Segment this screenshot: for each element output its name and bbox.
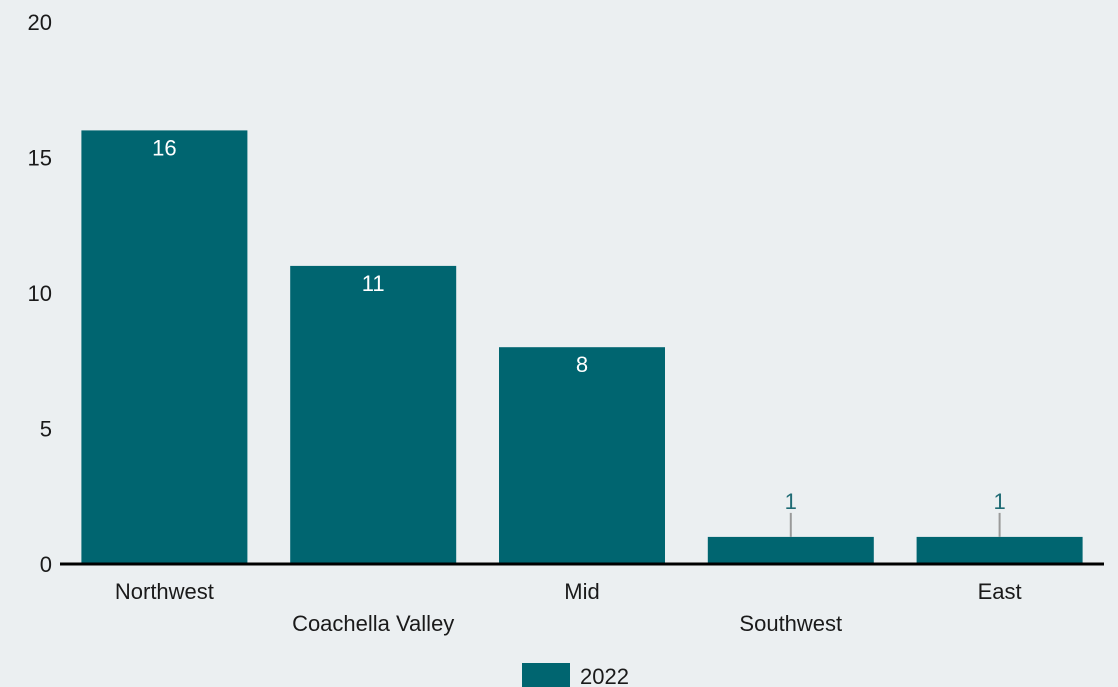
y-tick-label: 15: [28, 146, 52, 171]
bar: [290, 265, 457, 564]
category-labels-group: Northwest Coachella Valley Mid Southwest Eas…: [115, 579, 1022, 636]
category-label: Mid: [564, 579, 599, 604]
bars-group: [81, 130, 1083, 564]
bar: [707, 536, 874, 564]
legend: 2022: [522, 663, 629, 687]
y-axis-ticks: 0 5 10 15 20: [28, 10, 52, 577]
y-tick-label: 5: [40, 417, 52, 442]
category-label: Northwest: [115, 579, 214, 604]
data-label: 11: [362, 271, 385, 296]
category-label: Southwest: [739, 611, 842, 636]
legend-swatch: [522, 663, 570, 687]
data-label: 8: [576, 352, 588, 377]
y-tick-label: 10: [28, 281, 52, 306]
bar: [916, 536, 1083, 564]
data-label: 1: [993, 489, 1005, 514]
legend-label: 2022: [580, 664, 629, 687]
data-label: 1: [785, 489, 797, 514]
data-label: 16: [152, 135, 176, 160]
y-tick-label: 20: [28, 10, 52, 35]
category-label: East: [978, 579, 1022, 604]
bar: [81, 130, 248, 564]
category-label: Coachella Valley: [292, 611, 454, 636]
bar: [499, 347, 665, 564]
y-tick-label: 0: [40, 552, 52, 577]
